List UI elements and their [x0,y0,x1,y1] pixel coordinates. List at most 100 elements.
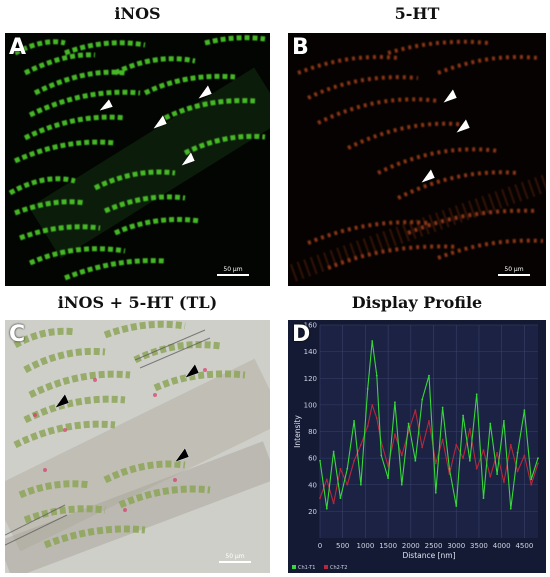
data-point-Ch2-T2 [359,443,362,446]
x-tick-label: 4500 [515,542,533,550]
data-point-Ch2-T2 [394,433,396,436]
data-point-Ch1-T1 [496,473,499,475]
data-point-Ch1-T1 [394,401,396,404]
x-tick-label: 1500 [379,542,397,550]
panel-label-a: A [9,35,27,60]
data-point-Ch1-T1 [468,459,471,462]
data-point-Ch1-T1 [434,491,437,494]
legend-label-Ch2-T2: Ch2-T2 [330,565,347,571]
data-point-Ch1-T1 [325,507,328,510]
data-point-Ch1-T1 [366,388,369,390]
y-tick-label: 120 [304,375,317,383]
data-point-Ch2-T2 [346,483,349,486]
data-point-Ch2-T2 [509,443,512,446]
y-tick-label: 80 [308,428,317,436]
x-tick-label: 500 [336,542,349,550]
x-tick-label: 2500 [425,542,443,550]
data-point-Ch2-T2 [375,417,378,420]
data-point-Ch2-T2 [455,443,458,446]
data-point-Ch1-T1 [407,422,410,425]
data-point-Ch2-T2 [516,470,519,473]
scale-bar-b: 50 µm [498,266,530,276]
panel-label-c: C [9,322,26,347]
data-point-Ch1-T1 [346,467,349,470]
data-point-Ch1-T1 [530,478,533,481]
data-point-Ch1-T1 [475,393,478,396]
scale-bar-a-label: 50 µm [223,266,243,273]
data-point-Ch2-T2 [503,481,505,483]
legend-label-Ch1-T1: Ch1-T1 [298,565,315,571]
data-point-Ch1-T1 [537,457,539,460]
y-tick-label: 60 [308,455,317,463]
data-point-Ch1-T1 [503,419,505,422]
data-point-Ch1-T1 [441,406,444,409]
panel-c-merge-image: C 50 µm [5,320,270,573]
data-point-Ch2-T2 [319,497,321,499]
data-point-Ch1-T1 [387,477,390,479]
legend-swatch-Ch2-T2 [324,565,328,569]
data-point-Ch1-T1 [414,459,417,462]
data-point-Ch1-T1 [319,459,321,462]
data-point-Ch1-T1 [332,450,335,453]
data-point-Ch2-T2 [530,483,533,486]
data-point-Ch1-T1 [455,505,458,507]
data-point-Ch2-T2 [496,451,499,454]
y-tick-label: 160 [304,322,317,330]
x-tick-label: 4000 [493,542,511,550]
data-point-Ch2-T2 [325,478,328,481]
scale-bar-c: 50 µm [219,553,251,563]
data-point-Ch2-T2 [462,457,464,460]
x-axis-label: Distance [nm] [402,551,455,560]
data-point-Ch2-T2 [441,438,444,441]
data-point-Ch2-T2 [332,502,335,505]
data-point-Ch2-T2 [339,467,342,470]
data-point-Ch1-T1 [375,374,378,377]
title-display-profile: Display Profile [351,293,483,312]
data-point-Ch2-T2 [414,409,417,412]
data-point-Ch2-T2 [387,465,390,468]
y-tick-label: 140 [304,348,317,356]
y-tick-label: 20 [308,508,317,516]
x-tick-label: 1000 [357,542,375,550]
x-tick-label: 2000 [402,542,420,550]
data-point-Ch1-T1 [489,422,492,425]
panel-label-b: B [292,35,309,60]
inos-micrograph [5,33,270,286]
panel-label-d: D [292,322,311,347]
panel-a-inos-image: A 50 µm [5,33,270,286]
data-point-Ch1-T1 [371,340,374,342]
scale-bar-b-label: 50 µm [504,266,524,273]
data-point-Ch2-T2 [371,403,374,406]
data-point-Ch2-T2 [489,475,492,478]
arrowhead-1 [98,98,114,112]
data-point-Ch2-T2 [366,425,369,428]
data-point-Ch1-T1 [353,419,355,422]
title-5ht: 5-HT [394,4,440,23]
data-point-Ch1-T1 [359,483,362,486]
data-point-Ch2-T2 [400,454,403,457]
data-point-Ch2-T2 [537,462,539,465]
y-tick-label: 100 [304,401,317,409]
merge-micrograph [5,320,270,573]
title-merge: iNOS + 5-HT (TL) [57,293,218,312]
data-point-Ch2-T2 [523,454,526,457]
x-tick-label: 3500 [470,542,488,550]
data-point-Ch1-T1 [482,497,485,499]
data-point-Ch2-T2 [434,462,437,465]
legend-swatch-Ch1-T1 [292,565,296,569]
data-point-Ch1-T1 [516,451,519,454]
y-axis-label: Intensity [293,415,302,448]
data-point-Ch1-T1 [380,454,383,457]
scale-bar-a: 50 µm [217,266,249,276]
data-point-Ch2-T2 [353,459,355,462]
data-point-Ch2-T2 [468,427,471,430]
data-point-Ch1-T1 [421,398,424,401]
y-tick-label: 40 [308,481,317,489]
data-point-Ch2-T2 [475,467,478,470]
panel-b-5ht-image: B 50 µm [288,33,546,286]
x-tick-label: 3000 [447,542,465,550]
series-line-Ch1-T1 [319,340,539,510]
profile-chart: 20 40 60 80 100 120 140 160 0 500 1000 1500 2000 2500… [292,322,539,571]
data-point-Ch2-T2 [482,449,485,452]
data-point-Ch1-T1 [462,414,464,417]
